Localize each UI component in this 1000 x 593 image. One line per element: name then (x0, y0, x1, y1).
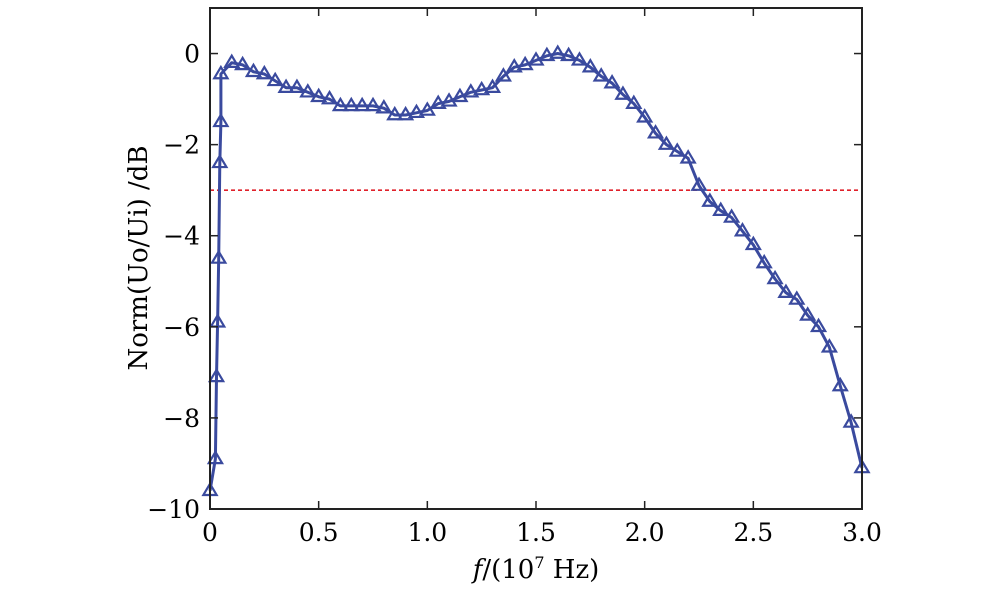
data-point-marker (527, 51, 545, 66)
data-point-marker (207, 367, 226, 383)
data-point-marker (494, 67, 512, 82)
data-point-marker (483, 78, 502, 94)
data-point-marker (266, 71, 284, 87)
data-point-marker (505, 58, 523, 73)
y-tick-label: −4 (163, 222, 200, 251)
data-point-marker (646, 124, 665, 139)
x-axis-label-suffix: Hz) (545, 555, 600, 585)
data-point-marker (668, 142, 686, 157)
data-point-marker (223, 53, 241, 68)
data-point-marker (809, 317, 828, 333)
data-point-marker (462, 83, 480, 98)
data-point-marker (440, 92, 458, 107)
data-point-marker (679, 149, 697, 164)
y-tick-label: −6 (163, 313, 200, 342)
x-tick-label: 2.0 (625, 518, 665, 547)
data-point-marker (777, 283, 795, 298)
data-point-marker (206, 449, 225, 465)
data-point-marker (614, 85, 632, 100)
data-point-marker (733, 222, 752, 237)
data-point-marker (212, 112, 230, 128)
x-axis-label-superscript: 7 (534, 553, 544, 572)
data-point-marker (386, 105, 404, 121)
data-point-marker (244, 62, 263, 78)
x-axis-label: f/(107 Hz) (471, 553, 600, 585)
plot-area (201, 44, 871, 497)
x-tick-label: 2.5 (733, 518, 773, 547)
data-point-marker (755, 253, 773, 269)
y-tick-label: −8 (163, 404, 200, 433)
y-axis-label: Norm(Uo/Ui) /dB (124, 145, 154, 370)
x-tick-label: 1.0 (407, 518, 447, 547)
data-point-marker (473, 80, 491, 96)
data-point-marker (397, 105, 415, 121)
data-point-marker (603, 73, 621, 89)
data-point-marker (723, 208, 741, 223)
x-axis-label-prefix: /(10 (482, 555, 534, 585)
data-point-marker (570, 51, 589, 66)
x-tick-label: 3.0 (842, 518, 882, 547)
data-point-marker (212, 64, 230, 80)
data-point-marker (331, 96, 349, 112)
data-point-marker (375, 99, 393, 114)
data-point-marker (342, 96, 360, 112)
data-point-marker (581, 58, 599, 73)
data-point-marker (255, 64, 273, 80)
data-point-marker (712, 201, 730, 216)
axes: 0 0.5 1.0 1.5 2.0 2.5 3.0 0 −2 −4 −6 −8 −10 (147, 7, 882, 547)
data-point-marker (234, 55, 252, 71)
x-tick-label: 0 (202, 518, 218, 547)
data-point-marker (210, 249, 228, 264)
data-point-marker (744, 235, 762, 251)
data-point-marker (701, 192, 719, 207)
data-point-marker (592, 67, 610, 82)
data-point-marker (364, 96, 382, 112)
data-point-marker (288, 78, 306, 94)
data-point-marker (407, 103, 426, 119)
y-tick-label: 0 (184, 40, 200, 69)
data-point-marker (560, 46, 578, 62)
data-point-marker (353, 96, 371, 112)
data-point-marker (831, 376, 849, 392)
data-point-marker (277, 78, 295, 94)
series-line (208, 52, 864, 492)
x-tick-label: 0.5 (299, 518, 339, 547)
data-point-marker (788, 290, 806, 305)
data-point-marker (799, 306, 817, 321)
data-point-marker (299, 83, 317, 98)
data-point-marker (538, 46, 556, 62)
data-point-marker (690, 176, 708, 191)
data-point-marker (310, 87, 328, 103)
data-point-marker (636, 108, 654, 123)
data-point-marker (451, 87, 469, 103)
data-point-marker (657, 135, 675, 150)
data-point-marker (418, 101, 436, 116)
data-point-marker (625, 94, 643, 109)
data-point-marker (516, 55, 534, 71)
data-point-marker (549, 44, 567, 59)
data-point-marker (429, 94, 447, 109)
y-tick-label: −2 (163, 131, 200, 160)
data-point-marker (820, 338, 838, 353)
y-tick-label: −10 (147, 495, 200, 524)
x-tick-label: 1.5 (516, 518, 556, 547)
data-point-marker (842, 413, 860, 428)
data-point-marker (320, 89, 339, 105)
data-point-marker (766, 269, 784, 285)
data-point-marker (211, 153, 229, 169)
